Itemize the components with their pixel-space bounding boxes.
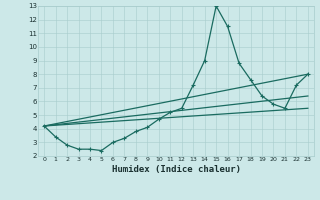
X-axis label: Humidex (Indice chaleur): Humidex (Indice chaleur): [111, 165, 241, 174]
